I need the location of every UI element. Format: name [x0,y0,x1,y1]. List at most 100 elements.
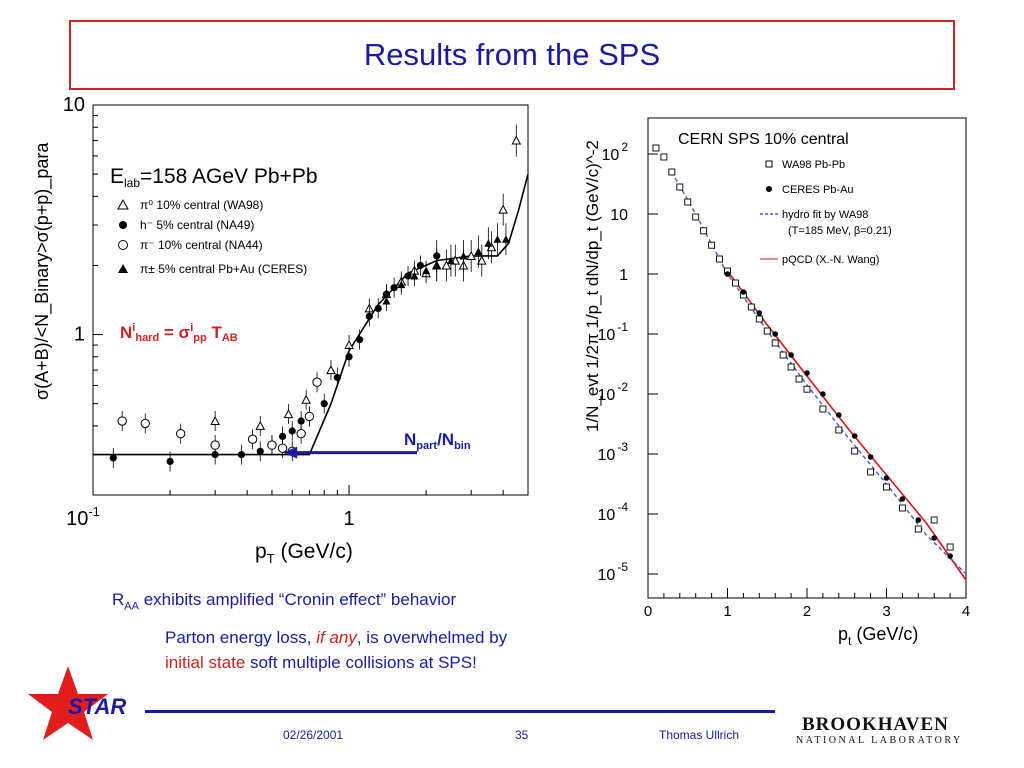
left-data-point [283,409,294,419]
left-data-point [459,251,468,260]
right-data-point [700,227,708,235]
left-data-point [474,247,483,256]
left-ticks: 1 10 10-1 1 [63,95,504,530]
left-data-point [484,239,493,247]
left-data-point [175,428,186,439]
left-data-point [288,427,296,435]
right-x-label: pt (GeV/c) [838,624,918,648]
left-data-point [466,250,477,260]
right-y-label: 1/N_evt 1/2π 1/p_t dN/dp_t (GeV/c)^-2 [583,140,602,432]
left-data-point [312,377,322,387]
left-data-point [278,432,287,441]
right-data-point [898,504,906,512]
footer-page-number: 35 [515,728,529,742]
legend-label-pqcd: pQCD (X.-N. Wang) [782,254,879,266]
right-y-tick-label: 10 -2 [598,380,629,404]
left-data-point [493,235,502,243]
caption-energy-loss: Parton energy loss, if any, is overwhelm… [165,628,508,647]
left-data-point [326,365,336,375]
left-data-point [365,312,373,320]
right-data-point [755,315,763,323]
legend-marker-wa98-pbpb [765,160,773,168]
right-data-point [914,525,922,533]
right-data-point [668,168,676,176]
left-data-point [441,260,452,270]
left-data-point [422,266,431,275]
right-y-tick-label: 10 2 [602,140,629,164]
left-data-point [320,400,328,408]
right-data-point [763,327,771,335]
right-data-point [747,303,755,311]
right-data-point [947,553,953,559]
left-data-point [382,297,391,305]
cronin-chart: 1 10 10-1 1 σ(A+B)/<N_Binary>σ(p+p)_para pT… [32,95,529,566]
right-points [652,144,954,559]
bnl-logo-subtitle: NATIONAL LABORATORY [796,735,963,746]
right-y-tick-label: 10 [610,207,628,224]
caption-initial-state: initial state soft multiple collisions a… [165,653,477,672]
left-legend: π⁰ 10% central (WA98) h⁻ 5% central (NA4… [117,198,307,276]
left-x-tick-label: 1 [343,508,354,530]
right-data-point [772,331,778,337]
left-data-point [210,440,220,450]
right-data-point [676,183,684,191]
left-data-point [297,417,305,425]
left-data-point [333,373,341,382]
left-data-point [237,450,246,459]
legend-marker-wa98 [117,198,129,210]
right-x-tick-label: 4 [962,603,970,620]
left-data-point [304,411,315,422]
right-data-point [684,198,692,206]
right-y-tick-label: 10 -1 [598,320,629,344]
right-data-point [836,412,842,418]
left-data-point [390,284,398,292]
legend-label-ceres-pbau: CERES Pb-Au [782,184,854,196]
legend-label-ceres: π± 5% central Pb+Au (CERES) [140,262,307,276]
left-data-point [432,261,441,269]
right-x-tick-label: 0 [644,603,652,620]
right-data-point [771,339,779,347]
right-data-point [946,543,954,551]
right-data-point [692,213,700,221]
legend-label-na44: π⁻ 10% central (NA44) [140,238,263,252]
right-data-point [652,144,660,152]
left-x-label: pT (GeV/c) [255,540,353,566]
right-data-point [899,496,906,502]
npart-label: Npart/Nbin [404,430,471,452]
left-data-point [416,261,425,270]
left-data-point [166,457,174,466]
left-data-point [476,255,487,265]
left-data-point [267,440,277,450]
footer-rule [145,710,775,713]
left-y-tick-label: 10 [63,95,85,116]
left-y-tick-label: 1 [74,324,85,346]
right-data-point [931,535,937,541]
legend-label-na49: h⁻ 5% central (NA49) [140,218,254,232]
right-x-tick-label: 3 [882,603,890,620]
right-data-point [915,517,922,523]
legend-marker-ceres [118,264,128,273]
left-data-point [255,420,266,430]
left-data-point [404,272,412,280]
star-shape [28,666,108,740]
bnl-logo-name: BROOKHAVEN [802,714,949,735]
slide-title: Results from the SPS [363,37,661,72]
right-data-point [708,241,716,249]
left-data-point [498,204,509,214]
left-data-point [109,454,117,462]
left-data-point [296,428,306,439]
left-data-point [356,336,364,344]
npart-arrow-head [283,446,298,459]
right-data-point [820,391,826,397]
right-data-point [740,289,747,295]
right-data-point [788,352,794,358]
left-data-point [397,280,406,289]
star-logo-text: STAR [68,694,126,719]
right-y-tick-label: 10 -3 [598,440,629,464]
left-data-point [140,418,150,429]
left-data-point [410,271,419,280]
right-x-tick-label: 1 [723,603,731,620]
left-data-point [374,304,382,312]
title-box: Results from the SPS [69,20,955,90]
right-data-point [787,363,795,371]
